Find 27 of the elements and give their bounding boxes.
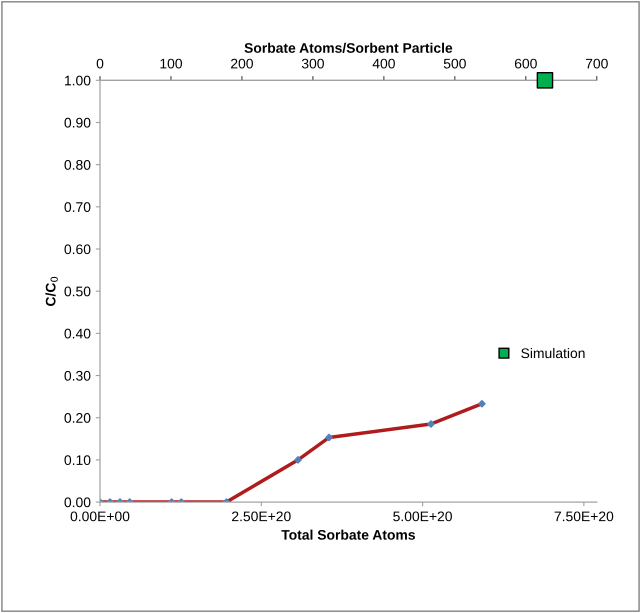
y-axis-title: C/C$_{0}$ [45, 276, 58, 306]
y-tick-label: 0.10 [64, 455, 90, 466]
y-tick-label: 0.70 [64, 202, 90, 212]
y-tick-label: 0.00 [64, 497, 90, 508]
x2-tick-label: 700 [586, 58, 608, 69]
y-tick-label: 0.50 [64, 286, 90, 296]
x2-tick-label: 400 [372, 58, 395, 69]
x2-tick-label: 200 [231, 58, 253, 69]
y-tick-label: 1.00 [65, 76, 90, 86]
x2-axis-title: Sorbate Atoms/Sorbent Particle [244, 42, 452, 54]
x-tick-label: 0.00E+00 [70, 511, 130, 522]
x-tick-label: 5.00E+20 [393, 511, 452, 522]
y-tick-label: 0.30 [64, 370, 90, 381]
x2-tick-label: 500 [444, 58, 466, 69]
x-tick-label: 7.50E+20 [554, 511, 614, 522]
y-tick-label: 0.60 [64, 244, 90, 254]
y-tick-label: 0.20 [64, 413, 90, 423]
x-axis-title: Total Sorbate Atoms [281, 530, 415, 540]
legend-label: Simulation [521, 348, 585, 358]
y-tick-label: 0.80 [64, 160, 90, 170]
x2-tick-label: 600 [514, 58, 537, 69]
x2-tick-label: 100 [160, 58, 182, 69]
y-tick-label: 0.90 [64, 118, 90, 128]
y-tick-label: 0.40 [64, 328, 90, 339]
x-tick-label: 2.50E+20 [232, 511, 291, 522]
x2-tick-label: 0 [96, 58, 104, 69]
x2-tick-label: 300 [302, 58, 324, 69]
